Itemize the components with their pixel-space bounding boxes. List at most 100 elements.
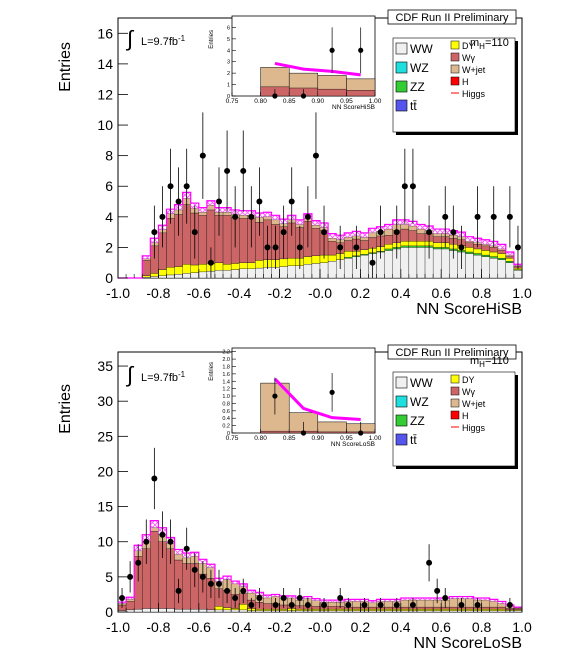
- bar-WW-35: [400, 247, 410, 279]
- bar-W+jet-38: [424, 599, 434, 608]
- inset-x-tick-label: 0.95: [340, 98, 353, 105]
- bar-DY-27: [336, 609, 345, 611]
- bar-DY-4: [150, 273, 159, 277]
- legend-label-2: ZZ: [410, 414, 425, 428]
- data-point-5: [159, 531, 166, 538]
- higgs-band-10: [198, 207, 207, 213]
- inset-y-tick-label: 0.6: [222, 409, 230, 415]
- higgs-band-31: [368, 228, 377, 233]
- data-point-25: [377, 229, 384, 236]
- inset-y-tick-label: 1.8: [222, 364, 230, 370]
- higgs-band-39: [433, 229, 442, 234]
- inset-x-tick-label: 0.75: [226, 98, 239, 105]
- inset-x-tick-label: 0.85: [283, 98, 296, 105]
- bar-W-36: [408, 230, 418, 242]
- bar-WW-3: [142, 608, 151, 613]
- data-point-28: [409, 183, 416, 190]
- inset-x-tick-label: 1.00: [369, 98, 382, 105]
- x-tick-label: 0.6: [431, 619, 451, 635]
- data-point-6: [167, 538, 174, 545]
- higgs-band-37: [416, 224, 426, 230]
- bar-W+jet-26: [327, 238, 337, 242]
- higgs-band-45: [481, 239, 490, 245]
- higgs-band-22: [295, 219, 304, 225]
- bar-W+jet-49: [513, 607, 523, 609]
- header-text: CDF Run II Preliminary: [395, 347, 509, 359]
- bar-W-26: [327, 241, 337, 256]
- lumi-label: L=9.7fb-1: [141, 34, 186, 48]
- bar-DY-14: [230, 608, 240, 611]
- data-point-27: [401, 183, 408, 190]
- bar-WW-24: [311, 610, 321, 613]
- legend-swatch-r2: [450, 398, 460, 408]
- bar-W-31: [368, 606, 377, 610]
- bar-DY-7: [174, 266, 183, 275]
- bar-W-26: [327, 606, 337, 610]
- legend-label-1: WZ: [410, 395, 429, 409]
- higgs-band-26: [328, 600, 337, 603]
- bar-DY-43: [465, 247, 474, 253]
- higgs-band-47: [497, 244, 506, 249]
- bar-WW-21: [287, 265, 296, 279]
- bar-W-10: [198, 215, 208, 265]
- inset-point-0: [272, 93, 278, 99]
- data-point-34: [474, 601, 481, 608]
- bar-W-45: [481, 245, 490, 251]
- higgs-band-36: [408, 221, 417, 226]
- bar-WW-12: [214, 270, 224, 279]
- inset-y-tick-label: 3: [227, 60, 230, 66]
- bar-W+jet-39: [432, 233, 442, 237]
- data-point-23: [353, 244, 360, 251]
- legend-swatch-2: [395, 414, 408, 427]
- bar-DY-43: [465, 609, 474, 611]
- inset-x-tick-label: 0.85: [283, 435, 296, 442]
- bar-W+jet-31: [368, 602, 377, 608]
- legend-swatch-3: [395, 433, 408, 446]
- data-point-11: [207, 580, 214, 587]
- higgs-band-11: [206, 564, 215, 568]
- bar-W+jet-15: [239, 215, 248, 219]
- higgs-band-46: [489, 599, 498, 602]
- data-point-19: [280, 594, 287, 601]
- bar-DY-13: [222, 607, 232, 611]
- bar-ZZ-39: [432, 247, 442, 250]
- bar-WW-5: [158, 608, 167, 613]
- inset-x-label: NN ScoreLoSB: [331, 441, 375, 448]
- bar-W-43: [465, 242, 474, 248]
- higgs-band-42: [457, 596, 466, 599]
- bar-W+jet-18: [263, 597, 272, 604]
- data-point-35: [506, 601, 513, 608]
- higgs-band-31: [368, 600, 377, 603]
- bar-W+jet-45: [481, 244, 490, 247]
- bar-WW-29: [352, 610, 361, 613]
- data-point-12: [216, 580, 222, 587]
- bar-WW-33: [384, 250, 393, 279]
- legend-label-r0: DY: [462, 375, 475, 385]
- bar-WW-43: [465, 253, 474, 279]
- data-point-33: [474, 213, 481, 220]
- bar-W+jet-47: [497, 248, 506, 251]
- bar-W+jet-24: [311, 225, 321, 229]
- bar-WW-13: [222, 609, 232, 613]
- y-tick-label: 4: [105, 209, 113, 225]
- inset-x-label: NN ScoreHiSB: [332, 104, 375, 111]
- data-point-28: [393, 601, 400, 608]
- data-point-11: [240, 167, 247, 174]
- data-point-4: [151, 475, 158, 482]
- bar-WW-33: [384, 610, 393, 613]
- bar-W+jet-28: [344, 237, 353, 241]
- higgs-band-43: [465, 596, 474, 599]
- higgs-band-4: [150, 520, 159, 528]
- bar-DY-17: [255, 609, 264, 611]
- bar-W-15: [239, 218, 248, 263]
- inset-y-tick-label: 6: [227, 25, 230, 31]
- data-point-5: [191, 229, 198, 236]
- bar-WW-20: [279, 266, 288, 279]
- x-tick-label: 1.0: [512, 285, 532, 301]
- inset-y-tick-label: 2.2: [222, 350, 230, 356]
- y-tick-label: 25: [97, 428, 113, 444]
- legend-swatch-r1: [450, 52, 460, 62]
- bar-WW-45: [481, 610, 490, 613]
- bar-ZZ-33: [384, 248, 393, 251]
- y-tick-label: 8: [105, 148, 113, 164]
